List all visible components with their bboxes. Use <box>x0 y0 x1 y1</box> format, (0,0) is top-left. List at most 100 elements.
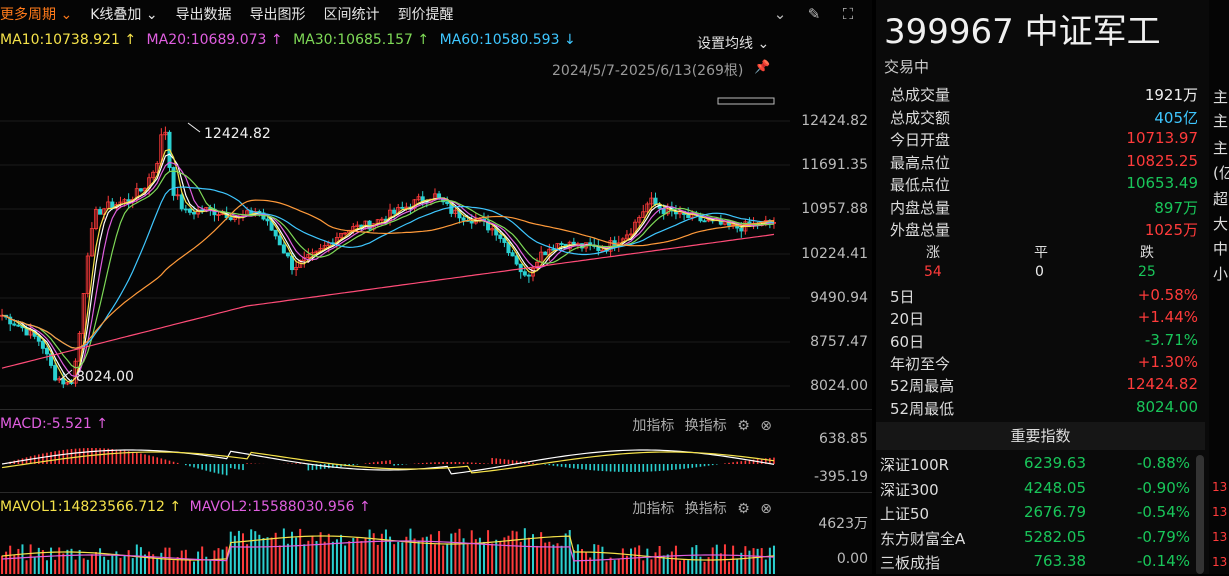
pin-icon[interactable]: 📌 <box>754 60 771 75</box>
quote-row: 总成交额 405亿 <box>890 107 1198 129</box>
ma5-line <box>1 153 775 383</box>
ma30-label: MA30:10685.157 ↑ <box>293 32 430 48</box>
price-tick: 8024.00 <box>810 378 868 394</box>
candle-body <box>44 347 49 355</box>
candle-body <box>739 227 744 232</box>
quote-panel <box>876 0 1209 574</box>
ma30-line <box>1 170 775 369</box>
fullscreen-icon[interactable]: ⛶ <box>842 5 854 23</box>
kline-overlay-button[interactable]: K线叠加 ⌄ <box>90 7 158 23</box>
quote-value: 10825.25 <box>1126 151 1198 170</box>
candle-body <box>151 171 156 179</box>
side-number: 13 <box>1212 505 1228 519</box>
kline-chart-area[interactable]: 更多周期 ⌄ K线叠加 ⌄ 导出数据 导出图形 区间统计 到价提醒 ⌄ ✎ ⛶ … <box>0 0 872 574</box>
candle-body <box>343 232 348 235</box>
ma10-line <box>1 148 775 383</box>
candle-body <box>551 248 556 251</box>
macd-pane-tools: 加指标 换指标 ⚙ ⊗ <box>626 415 772 435</box>
candle-body <box>163 131 168 136</box>
more-period-button[interactable]: 更多周期 ⌄ <box>0 7 73 23</box>
candle-body <box>93 209 98 229</box>
candle-body <box>232 217 237 220</box>
scrollbar[interactable] <box>1196 455 1204 574</box>
add-indicator-button[interactable]: 加指标 <box>632 418 675 434</box>
candle-body <box>310 252 315 255</box>
candle-body <box>543 251 548 256</box>
candle-body <box>702 220 707 223</box>
candle-body <box>40 340 45 349</box>
candle-body <box>12 323 17 326</box>
price-alert-button[interactable]: 到价提醒 <box>397 7 454 23</box>
candle-body <box>437 193 442 199</box>
market-breadth: 涨 平 跌 54 0 25 <box>890 242 1198 288</box>
candle-body <box>306 253 311 258</box>
low-annotation: 8024.00 <box>76 369 134 385</box>
high-arrow <box>187 122 201 133</box>
stock-name: 中证军工 <box>1024 12 1161 52</box>
index-row[interactable]: 深证100R 6239.63 -0.88% <box>880 454 1192 478</box>
candle-body <box>653 197 658 205</box>
candle-body <box>490 228 495 231</box>
candle-body <box>514 255 519 265</box>
side-label: 大 <box>1213 215 1229 233</box>
switch-indicator-button[interactable]: 换指标 <box>684 501 727 517</box>
price-tick: 10224.41 <box>801 246 868 262</box>
candle-body <box>122 199 127 203</box>
index-row[interactable]: 深证300 4248.05 -0.90% <box>880 479 1192 503</box>
candle-body <box>518 263 523 273</box>
index-price: 2676.79 <box>1023 503 1086 521</box>
candlestick-canvas[interactable] <box>0 80 872 410</box>
chevron-down-circle-icon[interactable]: ⌄ <box>773 5 787 23</box>
quote-value: 405亿 <box>1154 108 1198 127</box>
pane-divider[interactable] <box>0 409 872 410</box>
candle-body <box>367 220 372 230</box>
index-row[interactable]: 上证50 2676.79 -0.54% <box>880 503 1192 527</box>
low-arrow <box>59 369 73 381</box>
candle-body <box>559 243 564 245</box>
candle-body <box>498 234 503 239</box>
add-indicator-button[interactable]: 加指标 <box>632 501 675 517</box>
return-row: 60日 -3.71% <box>890 331 1198 353</box>
quote-value: 10653.49 <box>1126 174 1198 192</box>
candle-body <box>522 271 527 276</box>
ma-settings-button[interactable]: 设置均线 ⌄ <box>697 36 770 52</box>
return-label: 5日 <box>890 288 915 306</box>
volume-canvas[interactable] <box>0 512 800 574</box>
up-count: 54 <box>924 264 942 280</box>
gear-icon[interactable]: ⚙ <box>737 501 750 517</box>
macd-canvas[interactable] <box>0 430 800 492</box>
index-row[interactable]: 东方财富全A 5282.05 -0.79% <box>880 528 1192 552</box>
close-icon[interactable]: ⊗ <box>760 501 772 517</box>
candle-body <box>457 209 462 219</box>
ma20-label: MA20:10689.073 ↑ <box>146 32 283 48</box>
ma-legend: MA10:10738.921 ↑ MA20:10689.073 ↑ MA30:1… <box>0 32 582 54</box>
dif-line <box>1 449 775 475</box>
index-row[interactable]: 三板成指 763.38 -0.14% <box>880 552 1192 576</box>
quote-value: 1921万 <box>1144 86 1198 104</box>
macd-title: MACD:-5.521 ↑ <box>0 416 108 432</box>
flat-count: 0 <box>1035 264 1044 280</box>
candle-body <box>445 201 450 204</box>
candle-body <box>228 217 233 220</box>
export-chart-button[interactable]: 导出图形 <box>249 7 306 23</box>
pane-divider[interactable] <box>0 492 872 493</box>
switch-indicator-button[interactable]: 换指标 <box>684 418 727 434</box>
candle-body <box>486 220 491 231</box>
side-label: 超 <box>1213 190 1229 208</box>
side-panel-strip <box>1209 0 1229 574</box>
return-label: 52周最低 <box>890 399 955 418</box>
candle-body <box>155 163 160 173</box>
export-data-button[interactable]: 导出数据 <box>175 7 232 23</box>
ruler-icon[interactable] <box>717 97 775 105</box>
brush-icon[interactable]: ✎ <box>807 5 821 23</box>
quote-row: 最低点位 10653.49 <box>890 174 1198 196</box>
close-icon[interactable]: ⊗ <box>760 418 772 434</box>
gear-icon[interactable]: ⚙ <box>737 418 750 434</box>
index-price: 4248.05 <box>1023 478 1086 497</box>
index-name: 深证100R <box>880 456 950 474</box>
side-label: 主 <box>1213 139 1229 157</box>
candle-body <box>273 229 278 237</box>
interval-stats-button[interactable]: 区间统计 <box>323 7 380 23</box>
side-number: 13 <box>1212 555 1228 569</box>
index-price: 6239.63 <box>1023 454 1086 472</box>
